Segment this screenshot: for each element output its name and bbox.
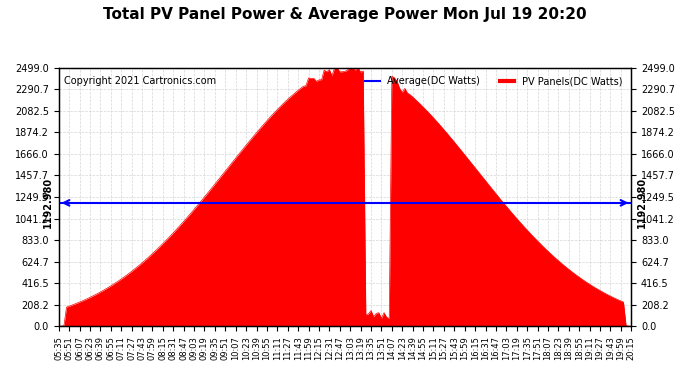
Text: 1192.980: 1192.980 bbox=[43, 177, 53, 228]
Text: 1192.980: 1192.980 bbox=[637, 177, 647, 228]
Legend: Average(DC Watts), PV Panels(DC Watts): Average(DC Watts), PV Panels(DC Watts) bbox=[361, 73, 627, 90]
Text: Copyright 2021 Cartronics.com: Copyright 2021 Cartronics.com bbox=[64, 75, 217, 86]
Text: Total PV Panel Power & Average Power Mon Jul 19 20:20: Total PV Panel Power & Average Power Mon… bbox=[104, 8, 586, 22]
